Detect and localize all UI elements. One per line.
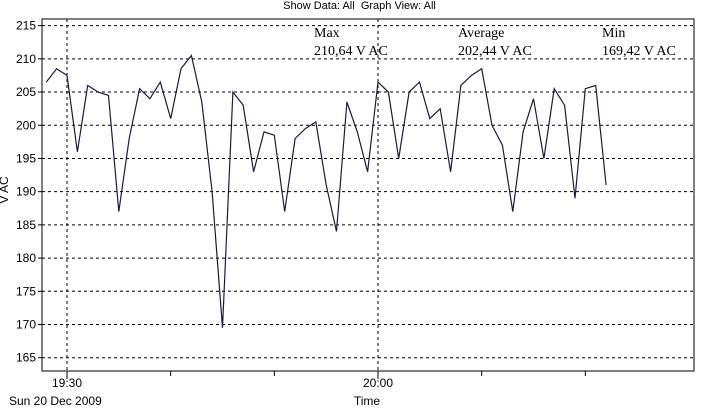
grid <box>42 19 694 371</box>
graph-view-label: Graph View: All <box>360 0 436 12</box>
y-tick-label: 175 <box>16 284 36 298</box>
y-tick-label: 210 <box>16 52 36 66</box>
y-tick-label: 185 <box>16 218 36 232</box>
y-tick-label: 180 <box>16 251 36 265</box>
y-tick-label: 190 <box>16 185 36 199</box>
x-axis-label: Time <box>354 394 381 408</box>
x-tick-label: 20:00 <box>363 376 393 390</box>
y-tick-label: 200 <box>16 118 36 132</box>
y-axis-label: V AC <box>0 176 11 204</box>
chart-header: Show Data: All Graph View: All <box>0 0 719 12</box>
y-axis-ticks: 165 170 175 180 185 190 195 200 205 210 215 <box>16 19 42 365</box>
y-tick-label: 165 <box>16 351 36 365</box>
plot-frame <box>41 18 695 372</box>
voltage-series-line <box>45 54 607 328</box>
min-label: Min <box>602 26 626 41</box>
min-stat: Min 169,42 V AC <box>602 25 676 61</box>
y-tick-label: 215 <box>16 19 36 33</box>
average-value: 202,44 V AC <box>458 44 532 59</box>
y-tick-label: 205 <box>16 85 36 99</box>
y-tick-label: 195 <box>16 151 36 165</box>
date-label: Sun 20 Dec 2009 <box>9 394 102 408</box>
min-value: 169,42 V AC <box>602 44 676 59</box>
average-label: Average <box>458 26 505 41</box>
y-tick-label: 170 <box>16 318 36 332</box>
max-value: 210,64 V AC <box>314 44 388 59</box>
max-label: Max <box>314 26 340 41</box>
max-stat: Max 210,64 V AC <box>314 25 388 61</box>
average-stat: Average 202,44 V AC <box>458 25 532 61</box>
show-data-label: Show Data: All <box>283 0 355 12</box>
x-tick-label: 19:30 <box>52 376 82 390</box>
x-axis-ticks: 19:30 20:00 <box>52 371 586 390</box>
